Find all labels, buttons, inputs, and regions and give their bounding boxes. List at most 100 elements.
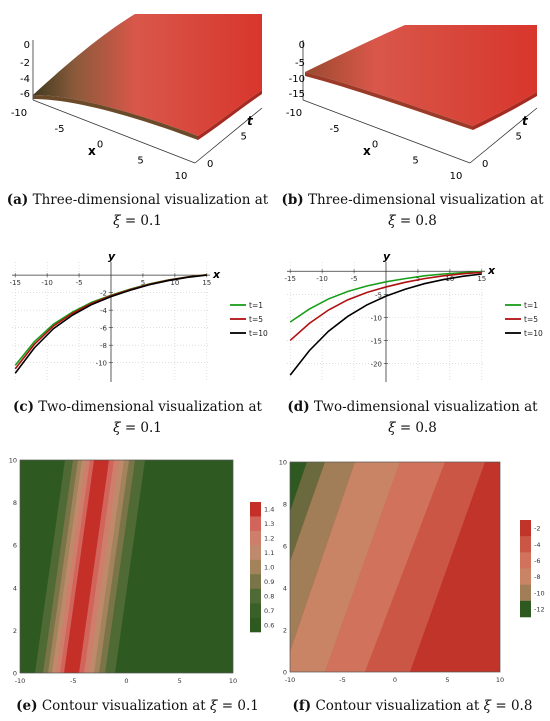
y-tick-label: -2 — [100, 290, 107, 298]
x-tick-label: -5 — [339, 676, 345, 684]
caption-c: (c) Two-dimensional visualization at ξ =… — [13, 399, 262, 436]
y-tick-label: 8 — [13, 499, 17, 507]
y-tick-label: 2 — [283, 627, 287, 635]
x-axis-label: x — [212, 268, 221, 281]
caption-a: (a) Three-dimensional visualization at ξ… — [6, 192, 269, 229]
x-tick-label: -5 — [70, 677, 76, 685]
colorbar-segment — [250, 516, 261, 532]
colorbar-tick-label: -12 — [534, 605, 545, 613]
legend-label: t=5 — [524, 315, 538, 324]
colorbar-tick-label: 1.0 — [264, 564, 274, 572]
t-axis-label-b: t — [522, 114, 529, 128]
x-tick-label: -10 — [15, 677, 26, 685]
surface-b — [305, 25, 537, 126]
colorbar-tick-label: -6 — [534, 557, 540, 565]
colorbar-segment — [520, 552, 531, 569]
colorbar-segment — [520, 520, 531, 537]
colorbar-tick-label: -4 — [534, 541, 540, 549]
y-tick-label: -8 — [100, 342, 107, 350]
caption-d: (d) Two-dimensional visualization at ξ =… — [287, 399, 538, 436]
contour-plot-e: -10 -5 0 5 10 0 2 4 6 8 10 1.4 1.3 1.2 1.1 1.0 0.9 0.8 0.… — [9, 457, 275, 686]
x-tick-label: -5 — [330, 124, 340, 135]
y-tick-label: 4 — [283, 585, 287, 593]
y-tick-label: 0 — [13, 670, 17, 678]
z-tick-label: -4 — [20, 74, 30, 85]
colorbar-tick-label: 0.6 — [264, 621, 274, 629]
colorbar-segment — [520, 536, 531, 553]
y-tick-label: 6 — [13, 542, 17, 550]
y-tick-label: 8 — [283, 501, 287, 509]
legend-label: t=5 — [249, 315, 263, 324]
colorbar-segment — [250, 559, 261, 575]
y-tick-label: 6 — [283, 543, 287, 551]
x-axis-label: x — [487, 264, 496, 277]
colorbar-tick-label: -8 — [534, 573, 540, 581]
x-tick-label: -15 — [284, 275, 295, 283]
legend-label: t=10 — [524, 329, 543, 338]
x-tick-label: -10 — [41, 279, 52, 287]
t-tick-label: 0 — [482, 159, 488, 170]
z-tick-label: -6 — [20, 89, 30, 100]
colorbar-tick-label: -10 — [534, 589, 545, 597]
x-tick-label: -5 — [76, 279, 83, 287]
series-line-t=10 — [14, 274, 207, 374]
z-tick-label: -5 — [295, 58, 305, 69]
x-tick-label: 0 — [372, 140, 378, 151]
x-axis-label-b: x — [363, 144, 371, 158]
colorbar-tick-label: 1.1 — [264, 549, 274, 557]
y-tick-label: 10 — [279, 459, 287, 467]
x-tick-label: 10 — [496, 676, 504, 684]
y-tick-label: 10 — [9, 457, 17, 465]
y-tick-label: -6 — [100, 325, 108, 333]
colorbar-segment — [250, 502, 261, 517]
x-tick-label: 5 — [445, 676, 449, 684]
colorbar-segment — [520, 584, 531, 602]
t-tick-label: 10 — [274, 104, 275, 115]
z-tick-label: 0 — [299, 40, 305, 51]
y-tick-label: 0 — [283, 669, 287, 677]
z-tick-label: -2 — [20, 58, 30, 69]
colorbar-segment — [250, 574, 261, 589]
y-tick-label: -10 — [371, 314, 382, 322]
colorbar-segment — [520, 568, 531, 585]
x-tick-label: 10 — [229, 677, 237, 685]
t-tick-label: 5 — [241, 132, 247, 143]
x-tick-label: -15 — [9, 279, 20, 287]
legend-label: t=10 — [249, 329, 268, 338]
colorbar-tick-label: 1.3 — [264, 520, 274, 528]
y-tick-label: -20 — [371, 361, 382, 369]
x-tick-label: -10 — [286, 108, 302, 119]
x-tick-label: -5 — [55, 124, 65, 135]
x-tick-label: 10 — [450, 171, 463, 182]
legend-label: t=1 — [249, 301, 263, 310]
caption-b: (b) Three-dimensional visualization at ξ… — [281, 192, 544, 229]
colorbar-segment — [250, 588, 261, 604]
t-tick-label: 0 — [207, 159, 213, 170]
t-tick-label: 5 — [516, 132, 522, 143]
x-tick-label: -10 — [11, 108, 27, 119]
y-tick-label: -10 — [96, 360, 107, 368]
surface-plot-a: 0 -2 -4 -6 -10 -5 0 5 10 0 5 10 x t — [11, 14, 275, 182]
y-tick-label: 4 — [13, 584, 17, 592]
x-tick-label: 0 — [97, 140, 103, 151]
series-line-t=1 — [289, 270, 482, 323]
x-tick-label: 5 — [178, 677, 182, 685]
x-axis-label-a: x — [88, 144, 96, 158]
x-tick-label: 15 — [477, 275, 486, 283]
t-axis-label-a: t — [247, 114, 254, 128]
colorbar-tick-label: 1.2 — [264, 535, 274, 543]
series-line-t=10 — [289, 273, 482, 376]
y-tick-label: -15 — [371, 337, 382, 345]
colorbar-tick-label: 0.8 — [264, 592, 274, 600]
y-axis-label: y — [383, 250, 391, 263]
x-tick-label: -10 — [285, 676, 296, 684]
x-tick-label: 0 — [393, 676, 397, 684]
x-tick-label: 5 — [412, 155, 418, 166]
line-plot-c: -15 -10 -5 5 10 15 -2 -4 -6 -8 -10 x y t=1 t=5 t=10 — [9, 250, 268, 382]
x-tick-label: -10 — [316, 275, 327, 283]
colorbar-tick-label: 0.7 — [264, 607, 274, 615]
colorbar-tick-label: 1.4 — [264, 506, 274, 514]
x-tick-label: 5 — [141, 279, 145, 287]
colorbar-segment — [520, 600, 531, 618]
